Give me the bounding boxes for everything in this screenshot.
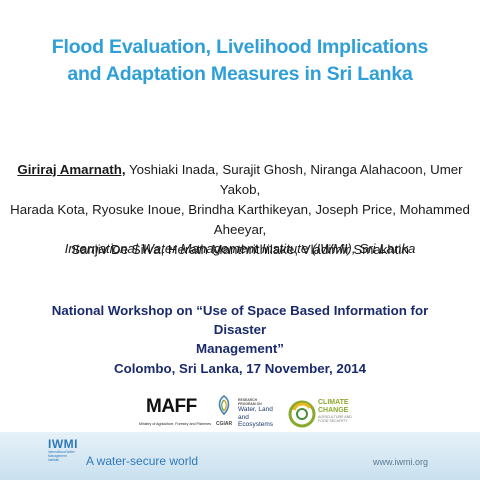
- title-line-2: and Adaptation Measures in Sri Lanka: [67, 63, 413, 85]
- climate-change-logo: CLIMATE CHANGE AGRICULTURE AND FOOD SECU…: [288, 396, 368, 434]
- affiliation: International Water Management Institute…: [64, 241, 416, 256]
- cgiar-program-label: RESEARCH PROGRAM ON: [238, 398, 262, 406]
- cgiar-program-line-2: PROGRAM ON: [238, 402, 262, 406]
- footer-tagline: A water-secure world: [86, 454, 199, 468]
- cc-title-line-1: CLIMATE: [318, 399, 349, 406]
- cgiar-name-line-1: Water, Land and: [238, 406, 273, 421]
- maff-logo-text: MAFF: [146, 396, 197, 417]
- cgiar-leaf-icon: [218, 395, 230, 416]
- title-line-1: Flood Evaluation, Livelihood Implication…: [51, 36, 429, 58]
- cgiar-name-line-2: Ecosystems: [238, 421, 274, 428]
- iwmi-logo: IWMI: [48, 437, 78, 451]
- authors-line-1-rest: Yoshiaki Inada, Surajit Ghosh, Niranga A…: [125, 162, 463, 197]
- climate-change-swirl-icon: [288, 400, 316, 428]
- iwmi-logo-subtitle: International Water Management Institute: [48, 450, 75, 462]
- cgiar-wordmark: CGIAR: [216, 421, 233, 427]
- footer-bar: IWMI International Water Management Inst…: [0, 432, 480, 480]
- authors-line-2: Harada Kota, Ryosuke Inoue, Brindha Kart…: [10, 202, 470, 237]
- workshop-line-2: Management”: [196, 341, 284, 356]
- workshop-name: National Workshop on “Use of Space Based…: [30, 301, 450, 358]
- climate-change-title: CLIMATE CHANGE: [318, 399, 349, 414]
- authors-line-3: Sanjiv De Silva, Herath Manthrithilake, …: [71, 242, 409, 257]
- author-list: Giriraj Amarnath, Yoshiaki Inada, Suraji…: [6, 160, 474, 260]
- climate-change-subtitle: AGRICULTURE AND FOOD SECURITY: [318, 415, 352, 423]
- cc-sub-line-2: FOOD SECURITY: [318, 419, 348, 424]
- slide-title: Flood Evaluation, Livelihood Implication…: [20, 34, 460, 88]
- maff-logo: MAFF Ministry of Agriculture, Forestry a…: [138, 396, 212, 432]
- workshop-line-1: National Workshop on “Use of Space Based…: [51, 303, 429, 337]
- cgiar-program-line-1: RESEARCH: [238, 398, 258, 402]
- venue-date: Colombo, Sri Lanka, 17 November, 2014: [114, 361, 366, 376]
- footer-url[interactable]: www.iwmi.org: [372, 457, 428, 467]
- cc-title-line-2: CHANGE: [318, 406, 349, 414]
- cgiar-logo: CGIAR RESEARCH PROGRAM ON Water, Land an…: [214, 394, 284, 434]
- authors-line-1: Giriraj Amarnath, Yoshiaki Inada, Suraji…: [6, 160, 474, 200]
- maff-logo-subtitle: Ministry of Agriculture, Forestry and Fi…: [138, 422, 212, 426]
- lead-author: Giriraj Amarnath,: [17, 162, 126, 177]
- cgiar-program-name: Water, Land and Ecosystems: [238, 406, 284, 429]
- cc-sub-line-1: AGRICULTURE AND: [318, 415, 352, 419]
